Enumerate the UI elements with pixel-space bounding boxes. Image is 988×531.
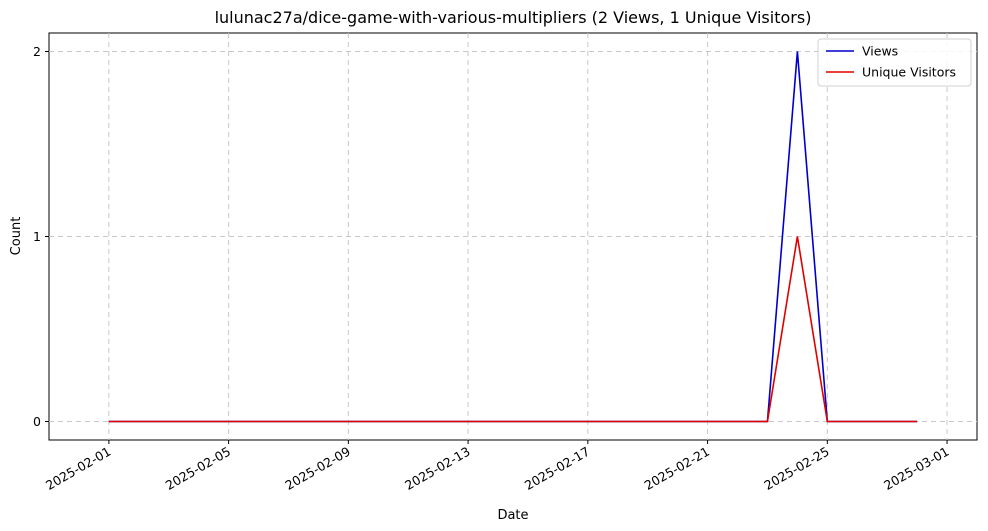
x-tick-label: 2025-02-05 [163, 444, 233, 493]
legend: Views Unique Visitors [817, 38, 972, 87]
gridlines [49, 33, 977, 440]
x-tick-label: 2025-02-13 [402, 444, 472, 493]
legend-box [817, 38, 972, 87]
x-tick-label: 2025-02-09 [282, 444, 352, 493]
y-tick-label: 0 [33, 414, 41, 429]
x-tick-label: 2025-02-01 [43, 444, 113, 493]
series-line-unique-visitors [108, 236, 918, 423]
x-tick-label: 2025-02-17 [522, 444, 592, 493]
axis-ticks: 2025-02-01 2025-02-05 2025-02-09 2025-02-13… [33, 44, 952, 493]
y-tick-label: 1 [33, 229, 41, 244]
x-tick-label: 2025-03-01 [881, 444, 951, 493]
y-axis-label: Count [9, 217, 24, 256]
x-axis-label: Date [497, 508, 528, 523]
x-tick-label: 2025-02-25 [761, 444, 831, 493]
series-lines [108, 51, 918, 423]
legend-label: Views [862, 44, 898, 59]
legend-label: Unique Visitors [862, 65, 956, 80]
x-tick-label: 2025-02-21 [642, 444, 712, 493]
chart-title: lulunac27a/dice-game-with-various-multip… [215, 8, 812, 27]
y-tick-label: 2 [33, 44, 41, 59]
